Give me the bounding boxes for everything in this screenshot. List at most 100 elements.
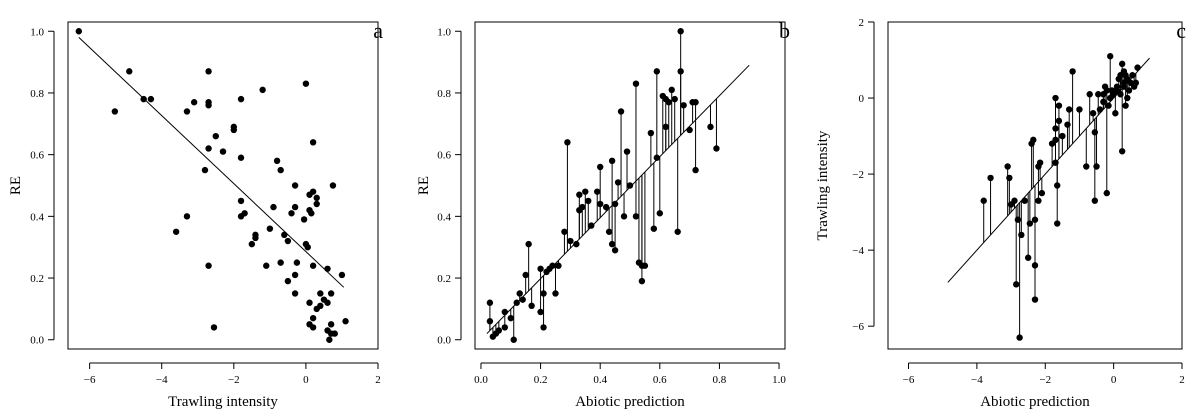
data-point <box>632 213 640 220</box>
y-tick-label: 0.2 <box>437 273 451 285</box>
data-point <box>540 324 547 331</box>
data-point <box>291 182 299 189</box>
data-point <box>1083 163 1090 170</box>
data-point <box>273 157 281 165</box>
fit-line <box>78 37 345 288</box>
data-point <box>1125 87 1133 94</box>
data-point <box>313 200 320 208</box>
data-point <box>205 68 212 75</box>
data-point <box>210 324 218 331</box>
data-point <box>692 99 699 106</box>
data-point <box>306 299 313 306</box>
data-point <box>172 228 180 235</box>
x-tick-label: −2 <box>228 374 240 386</box>
data-point <box>1107 53 1114 60</box>
data-point <box>638 277 646 285</box>
data-point <box>212 132 219 140</box>
data-point <box>75 28 83 35</box>
data-point <box>326 336 333 343</box>
data-point <box>313 194 320 202</box>
data-point <box>1096 106 1104 113</box>
data-point <box>302 80 310 87</box>
x-tick-label: 0 <box>1111 374 1117 386</box>
x-tick-label: 2 <box>375 374 381 386</box>
data-point <box>635 259 643 266</box>
data-point <box>327 321 335 328</box>
y-tick-label: 2 <box>859 17 865 29</box>
data-point <box>252 234 259 242</box>
data-point <box>608 157 616 165</box>
data-point <box>626 182 634 189</box>
data-point <box>317 290 324 297</box>
data-point <box>674 228 681 235</box>
data-point <box>1004 163 1011 170</box>
data-point <box>140 95 147 103</box>
data-point <box>1054 220 1061 227</box>
y-tick-label: 0.0 <box>437 335 451 347</box>
data-point <box>713 145 720 152</box>
data-point <box>1052 125 1059 132</box>
data-point <box>495 327 503 334</box>
data-point <box>561 228 568 235</box>
data-point <box>507 314 514 322</box>
data-point <box>291 290 299 297</box>
data-point <box>662 123 669 131</box>
data-point <box>324 265 331 272</box>
data-point <box>656 210 664 217</box>
data-point <box>1093 163 1100 170</box>
data-point <box>270 203 277 211</box>
data-point <box>190 99 198 106</box>
data-point <box>686 126 693 134</box>
data-point <box>277 166 284 174</box>
data-point <box>1117 91 1124 98</box>
data-point <box>665 99 672 106</box>
data-point <box>1118 60 1126 68</box>
data-point <box>596 163 604 171</box>
data-point <box>513 299 520 306</box>
data-point <box>1030 136 1037 144</box>
data-point <box>237 95 245 103</box>
data-point <box>1031 262 1039 269</box>
data-point <box>501 308 509 316</box>
data-point <box>1024 254 1032 261</box>
data-point <box>201 166 209 174</box>
data-point <box>650 225 658 232</box>
data-point <box>1059 132 1066 140</box>
data-point <box>537 308 544 316</box>
data-point <box>1036 159 1044 166</box>
data-point <box>516 290 523 297</box>
data-point <box>623 148 631 155</box>
data-point <box>552 290 559 297</box>
data-point <box>582 188 589 195</box>
data-point <box>647 129 655 137</box>
data-point <box>486 318 494 325</box>
data-point <box>1055 102 1063 109</box>
y-tick-label: −2 <box>852 169 864 181</box>
data-point <box>620 213 628 220</box>
data-point <box>680 102 687 109</box>
y-tick-label: 0.0 <box>30 335 44 347</box>
data-point <box>528 302 535 310</box>
data-point <box>291 271 299 279</box>
y-tick-label: 0 <box>859 93 865 105</box>
data-point <box>522 271 529 279</box>
data-point <box>1026 220 1034 227</box>
data-point <box>304 243 311 251</box>
x-tick-label: −6 <box>84 374 96 386</box>
x-tick-label: 2 <box>1179 374 1185 386</box>
data-point <box>230 126 238 134</box>
y-tick-label: −6 <box>852 321 864 333</box>
x-tick-label: 0.6 <box>653 374 667 386</box>
data-point <box>677 68 684 75</box>
data-point <box>707 123 714 131</box>
data-point <box>980 197 987 204</box>
y-tick-label: 0.8 <box>437 88 451 100</box>
panel-letter: c <box>1176 18 1186 43</box>
data-point <box>1031 216 1039 223</box>
data-point <box>537 265 544 272</box>
data-point <box>549 262 556 269</box>
data-point <box>309 262 317 269</box>
data-point <box>641 262 649 269</box>
x-tick-label: −4 <box>971 374 983 386</box>
